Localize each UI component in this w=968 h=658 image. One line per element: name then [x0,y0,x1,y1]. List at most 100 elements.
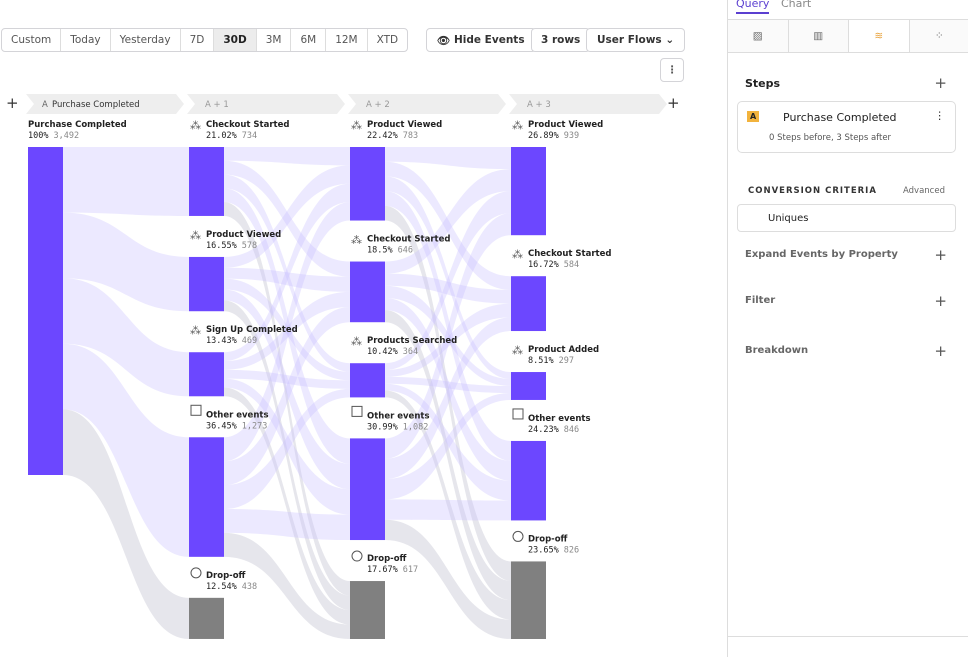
step-header-label: Purchase Completed [52,100,140,110]
node-name: Purchase Completed [28,120,127,130]
more-button[interactable]: ⋮ [660,58,684,82]
date-option[interactable]: XTD [368,29,408,51]
flow-link [63,344,189,557]
node-count: 3,492 [53,131,79,141]
tab[interactable]: Chart [781,0,811,10]
date-option[interactable]: 12M [326,29,367,51]
node-name: Drop-off [528,534,568,544]
node-count: 1,082 [403,422,429,432]
other-icon [191,405,201,415]
tab[interactable]: ▥ [789,20,850,52]
node-count: 783 [403,131,418,141]
flow-link [224,202,350,461]
section-title[interactable]: Breakdown [745,345,808,356]
node-percent: 30.99% [367,422,398,432]
node-name: Drop-off [367,554,407,564]
add-button[interactable]: + [934,246,947,264]
flow-link [224,147,350,165]
view-button[interactable]: User Flows ⌄ [586,28,685,52]
step-header-label: A + 3 [527,100,551,110]
flow-link [224,279,350,381]
tab[interactable]: ⁘ [910,20,968,52]
date-option[interactable]: Custom [2,29,61,51]
flow-link [224,509,350,540]
step-name: Purchase Completed [783,111,896,124]
flow-link [385,274,511,304]
node-count: 846 [564,425,579,435]
tab[interactable]: Query [736,0,769,14]
bar [189,147,224,216]
node-name: Checkout Started [206,120,289,130]
bar [189,437,224,557]
section-title[interactable]: Filter [745,295,775,306]
add-button[interactable]: + [934,342,947,360]
node-count: 364 [403,347,418,357]
flow-link [224,184,350,361]
node-count: 734 [242,131,257,141]
step-header [509,94,667,114]
rows-button[interactable]: 3 rows [531,28,590,52]
flow-link [224,389,350,509]
date-option[interactable]: 6M [291,29,326,51]
flow-link [224,387,350,624]
step-card[interactable]: A Purchase Completed 0 Steps before, 3 S… [737,101,956,153]
node-name: Product Viewed [528,120,603,130]
flow-link [385,298,511,481]
node-count: 297 [559,356,574,366]
section-title[interactable]: Expand Events by Property [745,249,898,260]
bar [350,147,385,221]
node-name: Product Viewed [206,230,281,240]
add-button[interactable]: + [934,292,947,310]
date-option[interactable]: Today [61,29,110,51]
criteria-mode[interactable]: Advanced [903,186,945,196]
add-step: + [6,94,19,112]
date-option[interactable]: 30D [214,29,256,51]
label: User Flows [597,34,662,46]
bar [350,363,385,397]
bar [28,147,63,475]
node-percent: 10.42% [367,347,398,357]
flow-link [224,533,350,639]
flow-link [224,292,350,370]
add-step: + [667,94,680,112]
flow-link [385,393,511,499]
flow-link [385,206,511,581]
node-name: Drop-off [206,571,246,581]
flow-link [385,169,511,274]
node-percent: 18.5% [367,246,393,256]
flow-link [385,304,511,377]
event-icon: ⁂ [351,119,362,132]
flow-link [224,300,350,610]
flow-link [385,147,511,169]
flow-link [224,290,350,490]
node-name: Sign Up Completed [206,325,298,335]
menu[interactable]: ⋮ [935,110,946,122]
flow-link [385,377,511,393]
flow-link [385,176,511,379]
node-percent: 8.51% [528,356,554,366]
dropoff-icon [513,531,523,541]
hide-events-button[interactable]: 👁︎ Hide Events [426,28,536,52]
tab[interactable]: ▨ [728,20,789,52]
bar [189,257,224,311]
footer [728,636,968,658]
step-header-label: A + 2 [366,100,390,110]
node-name: Products Searched [367,336,457,346]
event-icon: ⁂ [190,119,201,132]
flow-link [385,191,511,461]
step-header [348,94,506,114]
flow-link [224,379,350,515]
flow-link [224,165,350,267]
date-option[interactable]: 3M [257,29,292,51]
flow-link [224,370,350,389]
date-option[interactable]: Yesterday [111,29,181,51]
other-icon [352,406,362,416]
node-name: Product Viewed [367,120,442,130]
add-button[interactable]: + [934,74,947,92]
criteria-title: CONVERSION CRITERIA [748,186,877,196]
criteria-select[interactable]: Uniques [737,204,956,232]
date-option[interactable]: 7D [181,29,215,51]
dropoff-icon [191,568,201,578]
dropoff-icon [352,551,362,561]
tab[interactable]: ≋ [849,20,910,52]
